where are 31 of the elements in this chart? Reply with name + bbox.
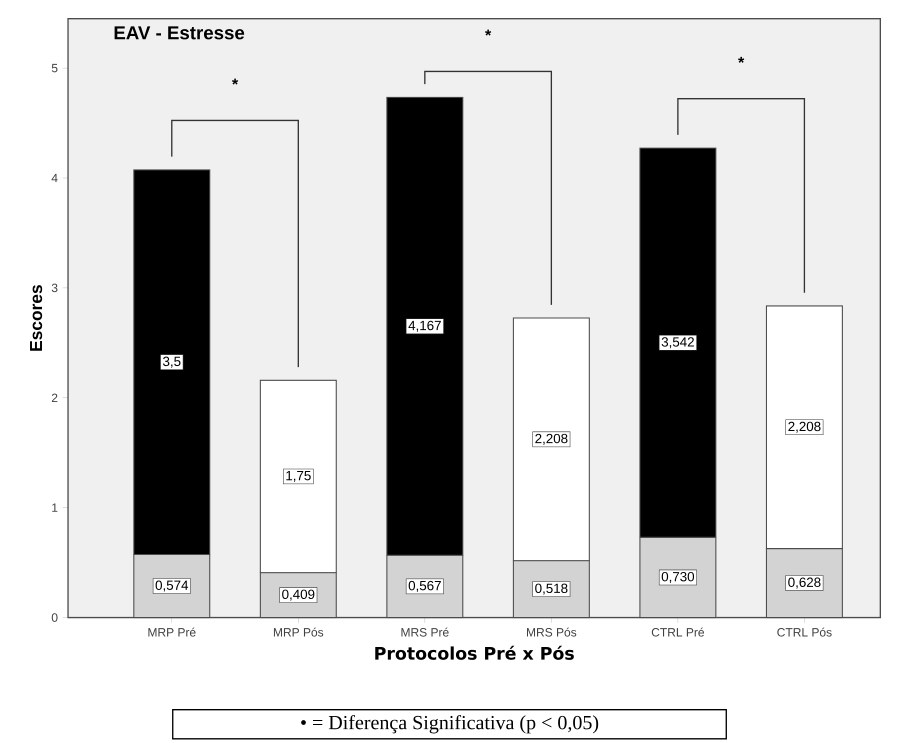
annotation: * <box>485 30 492 36</box>
data-label: 0,567 <box>408 580 441 592</box>
annotation: * <box>232 78 238 85</box>
x-tick-label: MRS Pré <box>401 628 449 637</box>
chart-title: EAV - Estresse <box>114 26 244 40</box>
data-label: 2,208 <box>535 434 568 445</box>
data-label: 3,542 <box>662 337 694 348</box>
annotation: * <box>738 56 744 63</box>
y-tick-label: 5 <box>52 64 58 72</box>
y-axis-title: Escores <box>30 285 42 351</box>
data-label: 0,730 <box>662 572 694 583</box>
text: • = Diferença Significativa (p < 0,05) <box>301 715 598 734</box>
x-tick-label: MRS Pós <box>526 628 576 637</box>
y-tick-label: 4 <box>52 174 58 182</box>
data-label: 3,5 <box>163 356 180 368</box>
data-label: 2,208 <box>788 422 821 433</box>
data-label: 0,574 <box>156 580 188 592</box>
x-axis-title: Protocolos Pré x Pós <box>375 646 574 660</box>
y-tick-label: 2 <box>52 394 58 402</box>
x-tick-label: MRP Pós <box>274 628 324 637</box>
x-tick-label: CTRL Pós <box>777 628 832 637</box>
data-label: 4,167 <box>408 320 441 332</box>
y-tick-label: 1 <box>52 504 58 512</box>
x-tick-label: MRP Pré <box>148 628 196 637</box>
y-tick-label: 0 <box>52 613 58 622</box>
x-tick-label: CTRL Pré <box>652 628 704 637</box>
data-label: 1,75 <box>286 471 311 482</box>
data-label: 0,409 <box>282 590 314 601</box>
data-label: 0,518 <box>535 584 568 595</box>
data-label: 0,628 <box>788 578 821 589</box>
y-tick-label: 3 <box>52 284 58 292</box>
